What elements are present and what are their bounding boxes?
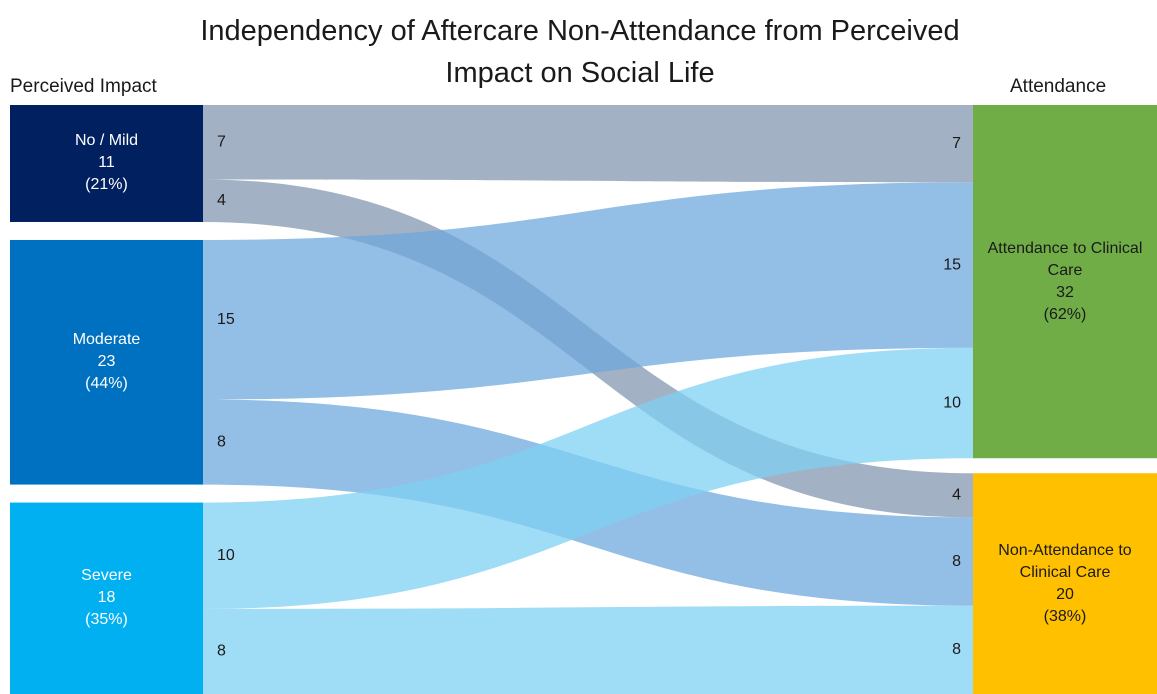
- node: [973, 105, 1157, 459]
- node-name: Attendance to Clinical Care: [987, 239, 1143, 279]
- node-value: 23: [97, 353, 116, 371]
- node-value: 20: [1056, 585, 1074, 603]
- flow-right-label: 4: [952, 487, 961, 504]
- node: [10, 502, 203, 694]
- node-name: Severe: [81, 567, 132, 585]
- node-label: No / Mild 11 (21%): [10, 105, 203, 222]
- flow-right-label: 7: [952, 135, 961, 152]
- flow-left-label: 8: [217, 643, 226, 660]
- flow-left-label: 15: [217, 311, 235, 328]
- node-label: Severe 18 (35%): [10, 503, 203, 694]
- left-heading: Perceived Impact: [10, 76, 157, 97]
- node-share: (35%): [85, 611, 128, 629]
- right-heading: Attendance: [1010, 76, 1107, 97]
- flow-right-label: 8: [952, 641, 961, 658]
- node-value: 18: [97, 589, 116, 607]
- node: [10, 105, 203, 222]
- node-share: (62%): [1043, 305, 1087, 323]
- node-label: Non-Attendance to Clinical Care 20 (38%): [973, 473, 1157, 694]
- node-value: 11: [98, 154, 115, 172]
- node-share: (38%): [1043, 607, 1087, 625]
- flow: [203, 347, 973, 609]
- flow-right-label: 10: [943, 394, 961, 411]
- node-label: Attendance to Clinical Care 32 (62%): [973, 105, 1157, 458]
- flow: [203, 105, 973, 183]
- flow-left-label: 7: [217, 133, 226, 150]
- node-share: (21%): [85, 176, 128, 194]
- flow: [203, 605, 973, 694]
- flow-left-label: 8: [217, 433, 226, 450]
- flow-right-label: 15: [943, 256, 961, 273]
- flow-right-label: 8: [952, 553, 961, 570]
- node-share: (44%): [85, 375, 128, 393]
- flow-left-label: 10: [217, 547, 235, 564]
- node-value: 32: [1056, 283, 1074, 301]
- node-name: Non-Attendance to Clinical Care: [998, 541, 1132, 581]
- node-name: Moderate: [72, 331, 141, 349]
- node-label: Moderate 23 (44%): [10, 240, 203, 485]
- node: [10, 239, 203, 485]
- node-name: No / Mild: [74, 132, 139, 150]
- chart-title: Independency of Aftercare Non-Attendance…: [200, 15, 960, 89]
- node: [973, 473, 1157, 694]
- flow-left-label: 4: [217, 192, 226, 209]
- flow: [203, 182, 973, 400]
- flows: 7 7 4 4 15 15 8 8 10 10 8 8: [203, 105, 973, 694]
